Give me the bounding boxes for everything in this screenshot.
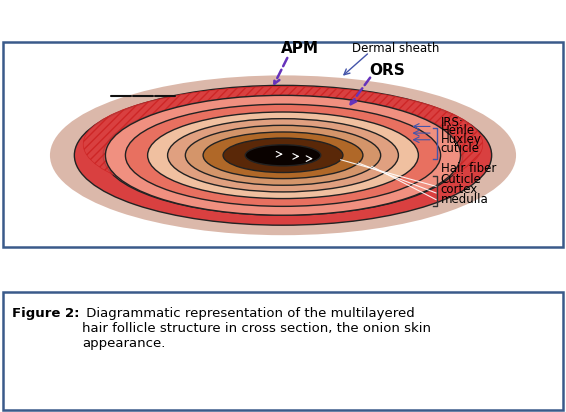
Text: Cuticle: Cuticle bbox=[440, 173, 482, 186]
Text: Figure 2:: Figure 2: bbox=[12, 307, 80, 320]
Ellipse shape bbox=[185, 125, 381, 185]
Text: Diagrammatic representation of the multilayered
hair follicle structure in cross: Diagrammatic representation of the multi… bbox=[82, 307, 431, 350]
Ellipse shape bbox=[105, 95, 461, 215]
Text: IRS:: IRS: bbox=[440, 115, 464, 129]
FancyBboxPatch shape bbox=[3, 292, 563, 410]
Text: Huxley: Huxley bbox=[440, 133, 482, 146]
Ellipse shape bbox=[185, 125, 381, 185]
Text: cuticle: cuticle bbox=[440, 142, 479, 155]
Text: Hair fiber: Hair fiber bbox=[440, 162, 496, 175]
Text: medulla: medulla bbox=[440, 193, 488, 206]
Ellipse shape bbox=[74, 85, 492, 225]
Ellipse shape bbox=[126, 104, 440, 206]
Ellipse shape bbox=[168, 119, 398, 192]
Text: cortex: cortex bbox=[440, 183, 478, 196]
Text: APM: APM bbox=[281, 41, 319, 56]
Ellipse shape bbox=[245, 145, 321, 166]
Ellipse shape bbox=[223, 138, 343, 173]
Text: Henle: Henle bbox=[440, 124, 475, 137]
Ellipse shape bbox=[203, 132, 363, 179]
Ellipse shape bbox=[223, 138, 343, 173]
Ellipse shape bbox=[203, 132, 363, 179]
Ellipse shape bbox=[148, 112, 418, 199]
Ellipse shape bbox=[103, 95, 463, 215]
Ellipse shape bbox=[126, 104, 440, 206]
Ellipse shape bbox=[83, 87, 483, 202]
FancyBboxPatch shape bbox=[3, 42, 563, 248]
Ellipse shape bbox=[168, 119, 398, 192]
Text: Dermal sheath: Dermal sheath bbox=[352, 42, 439, 55]
Ellipse shape bbox=[50, 75, 516, 235]
Text: ORS: ORS bbox=[370, 63, 405, 78]
Ellipse shape bbox=[148, 112, 418, 199]
Ellipse shape bbox=[245, 145, 321, 166]
